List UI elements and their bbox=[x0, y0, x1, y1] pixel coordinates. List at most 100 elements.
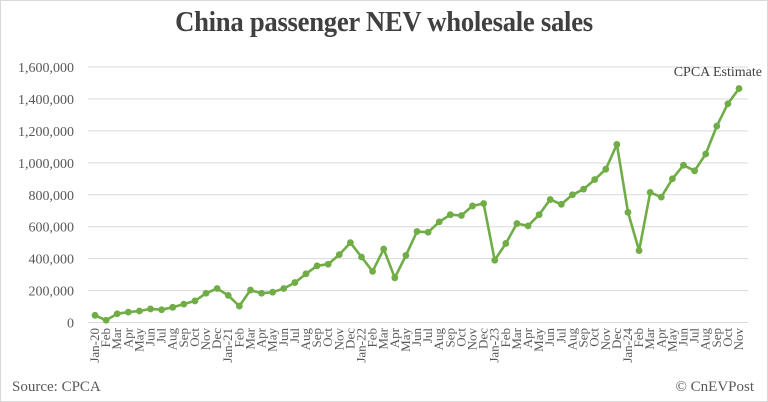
data-point bbox=[291, 279, 299, 286]
data-point bbox=[668, 175, 676, 183]
data-point bbox=[380, 245, 388, 253]
x-tick-label: Oct bbox=[587, 328, 602, 347]
x-tick-label: Sep bbox=[442, 328, 457, 348]
x-tick-label: Jun bbox=[276, 328, 291, 347]
x-tick-label: Aug bbox=[298, 328, 313, 351]
data-point bbox=[702, 150, 710, 158]
gridlines bbox=[88, 66, 748, 323]
x-tick-label: Sep bbox=[709, 328, 724, 348]
x-tick-label: Apr bbox=[387, 327, 402, 348]
x-tick-label: Nov bbox=[198, 328, 213, 351]
x-tick-label: Jan-20 bbox=[87, 328, 102, 363]
data-point bbox=[280, 285, 288, 292]
y-tick-label: 0 bbox=[67, 317, 74, 332]
y-axis-labels: 0 200,000 400,000 600,000 800,000 1,000,000 1,… bbox=[18, 61, 74, 332]
x-tick-label: Jul bbox=[154, 328, 169, 344]
x-tick-label: Nov bbox=[331, 328, 346, 351]
chart-title: China passenger NEV wholesale sales bbox=[175, 6, 593, 38]
y-tick-label: 600,000 bbox=[29, 221, 75, 236]
x-tick-label: Feb bbox=[498, 328, 513, 348]
data-point-markers bbox=[91, 85, 743, 324]
data-point bbox=[624, 208, 632, 216]
data-point bbox=[124, 308, 132, 316]
x-tick-label: Jul bbox=[553, 328, 568, 344]
x-tick-label: Oct bbox=[320, 328, 335, 347]
data-point bbox=[136, 307, 143, 315]
x-tick-label: May bbox=[398, 328, 413, 352]
x-tick-label: May bbox=[265, 328, 280, 352]
data-point bbox=[469, 202, 476, 210]
data-point bbox=[735, 85, 743, 92]
data-point bbox=[435, 218, 443, 226]
data-point bbox=[502, 240, 510, 247]
data-point bbox=[713, 122, 721, 130]
data-point bbox=[102, 316, 110, 324]
data-point bbox=[269, 288, 277, 296]
x-tick-label: Aug bbox=[431, 328, 446, 351]
data-point bbox=[580, 185, 587, 193]
data-point bbox=[724, 100, 732, 108]
x-tick-label: Apr bbox=[653, 327, 668, 348]
x-tick-label: Sep bbox=[176, 328, 191, 348]
y-tick-label: 1,200,000 bbox=[18, 125, 74, 140]
data-point bbox=[324, 260, 332, 268]
data-point bbox=[646, 188, 654, 196]
data-point bbox=[302, 270, 310, 278]
x-axis-labels: Jan-20FebMarAprMayJunJulAugSepOctNovDecJ… bbox=[87, 327, 746, 362]
x-tick-label: Mar bbox=[376, 327, 391, 349]
data-point bbox=[169, 303, 177, 311]
x-tick-label: Aug bbox=[165, 328, 180, 351]
cpca-estimate-annotation: CPCA Estimate bbox=[674, 65, 762, 80]
data-point bbox=[569, 191, 576, 199]
x-tick-label: Feb bbox=[631, 328, 646, 348]
x-tick-label: Feb bbox=[365, 328, 380, 348]
data-point bbox=[335, 251, 343, 259]
x-tick-label: Apr bbox=[120, 327, 135, 348]
x-tick-label: Feb bbox=[98, 328, 113, 348]
x-tick-label: Mar bbox=[642, 327, 657, 349]
y-tick-label: 1,600,000 bbox=[18, 61, 74, 76]
data-point bbox=[657, 193, 665, 201]
y-tick-label: 800,000 bbox=[29, 189, 75, 204]
x-tick-label: Jun bbox=[542, 328, 557, 347]
data-point bbox=[235, 302, 243, 310]
data-point bbox=[180, 300, 188, 308]
x-tick-label: Mar bbox=[242, 327, 257, 349]
data-point bbox=[680, 161, 687, 169]
data-point bbox=[446, 211, 454, 219]
data-point bbox=[513, 220, 521, 227]
data-point bbox=[591, 176, 599, 183]
x-tick-label: Jun bbox=[143, 328, 158, 347]
x-tick-label: May bbox=[664, 328, 679, 352]
data-point bbox=[491, 256, 499, 264]
x-tick-label: Nov bbox=[598, 328, 613, 351]
x-tick-label: Nov bbox=[465, 328, 480, 351]
x-tick-label: Apr bbox=[520, 327, 535, 348]
x-tick-label: Sep bbox=[309, 328, 324, 348]
x-tick-label: Sep bbox=[576, 328, 591, 348]
sales-line bbox=[94, 87, 741, 322]
x-tick-label: Dec bbox=[342, 328, 357, 349]
x-tick-label: Jul bbox=[420, 328, 435, 344]
x-tick-label: Dec bbox=[476, 328, 491, 349]
data-point bbox=[113, 310, 121, 318]
data-point bbox=[557, 200, 565, 208]
x-tick-label: Jun bbox=[675, 328, 690, 347]
source-note: Source: CPCA bbox=[12, 379, 101, 395]
x-tick-label: Oct bbox=[720, 328, 735, 347]
data-point bbox=[313, 262, 321, 270]
x-tick-label: Jan-24 bbox=[620, 328, 635, 363]
x-tick-label: Aug bbox=[564, 328, 579, 351]
data-point bbox=[535, 211, 543, 219]
x-tick-label: Dec bbox=[209, 328, 224, 349]
data-point bbox=[346, 239, 354, 247]
x-tick-label: Oct bbox=[453, 328, 468, 347]
x-tick-label: Aug bbox=[698, 328, 713, 351]
y-tick-label: 200,000 bbox=[29, 285, 75, 300]
data-point bbox=[202, 289, 210, 297]
data-point bbox=[358, 253, 365, 261]
y-tick-label: 1,000,000 bbox=[18, 157, 74, 172]
data-point bbox=[635, 247, 643, 255]
data-point bbox=[191, 297, 199, 305]
data-point bbox=[369, 268, 376, 275]
